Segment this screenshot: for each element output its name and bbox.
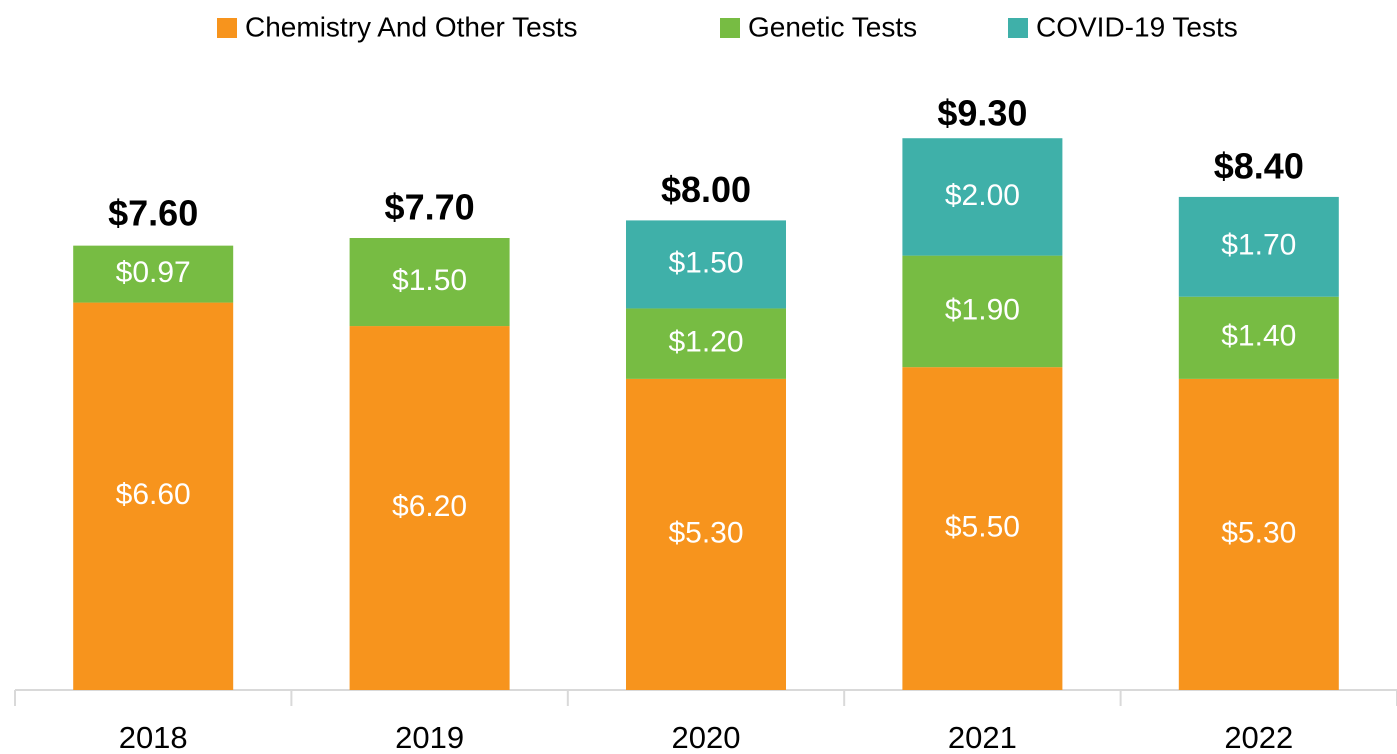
legend-swatch: [1008, 18, 1028, 38]
total-label: $7.70: [385, 187, 475, 228]
data-label: $1.90: [945, 293, 1020, 326]
legend-label: Genetic Tests: [748, 11, 917, 42]
x-tick-label: 2020: [672, 720, 741, 754]
data-label: $6.20: [392, 490, 467, 523]
x-tick-label: 2019: [395, 720, 464, 754]
data-label: $1.40: [1221, 320, 1296, 353]
total-label: $8.40: [1214, 145, 1304, 186]
bar-segment: [1178, 296, 1339, 379]
bar-segment: [902, 255, 1063, 368]
bar-segment: [626, 220, 786, 309]
legend-swatch: [217, 18, 237, 38]
data-label: $6.60: [116, 478, 191, 511]
total-label: $7.60: [108, 192, 198, 233]
bar-segment: [1178, 196, 1339, 297]
bar-segment: [626, 378, 786, 690]
bar-segment: [349, 326, 510, 690]
data-label: $5.50: [945, 510, 1020, 543]
legend-label: Chemistry And Other Tests: [245, 11, 578, 42]
bar-segment: [73, 245, 234, 303]
data-label: $0.97: [116, 256, 191, 289]
bar-segment: [349, 238, 510, 327]
data-label: $1.20: [668, 326, 743, 359]
x-tick-label: 2021: [948, 720, 1017, 754]
x-tick-label: 2018: [119, 720, 188, 754]
data-label: $1.50: [392, 264, 467, 297]
data-label: $5.30: [1221, 516, 1296, 549]
bar-segment: [902, 138, 1063, 256]
data-label: $1.50: [668, 246, 743, 279]
bar-segment: [73, 302, 234, 690]
legend-swatch: [720, 18, 740, 38]
total-label: $8.00: [661, 169, 751, 210]
data-label: $1.70: [1221, 229, 1296, 262]
data-label: $5.30: [668, 516, 743, 549]
data-label: $2.00: [945, 179, 1020, 212]
total-label: $9.30: [937, 93, 1027, 134]
bar-segment: [902, 367, 1063, 690]
bar-segment: [1178, 378, 1339, 690]
bar-segment: [626, 308, 786, 379]
x-tick-label: 2022: [1224, 720, 1293, 754]
legend-label: COVID-19 Tests: [1036, 11, 1238, 42]
